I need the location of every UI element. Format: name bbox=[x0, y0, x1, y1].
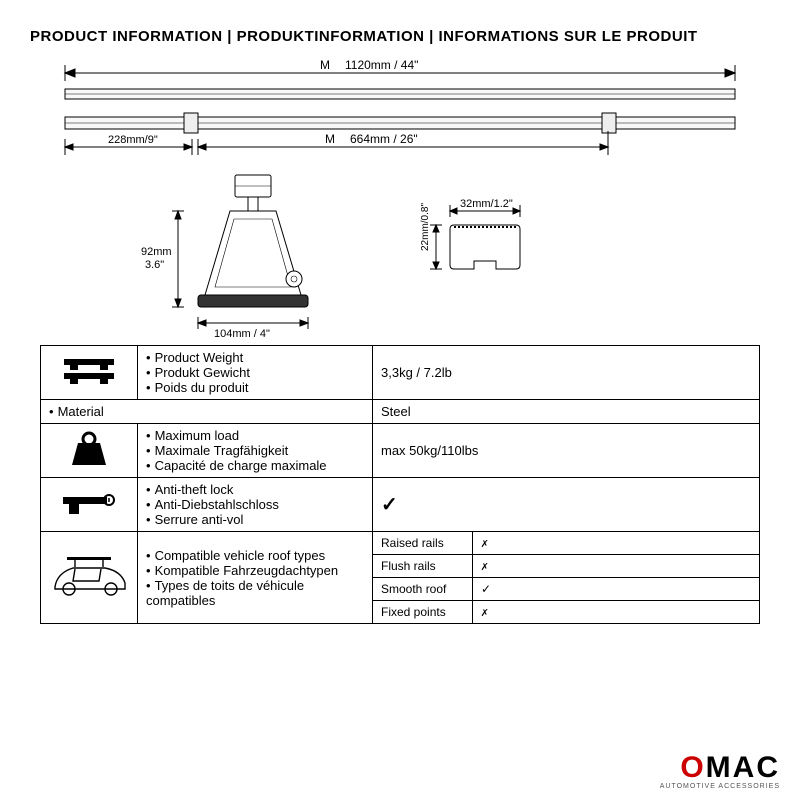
spec-table: Product Weight Produkt Gewicht Poids du … bbox=[40, 345, 760, 624]
compat-opt-1-val: ✗ bbox=[473, 555, 760, 578]
lock-icon bbox=[41, 478, 138, 532]
table-row: Anti-theft lock Anti-Diebstahlschloss Se… bbox=[41, 478, 760, 532]
page-title: PRODUCT INFORMATION | PRODUKTINFORMATION… bbox=[0, 0, 800, 55]
compat-opt-3-val: ✗ bbox=[473, 601, 760, 624]
dim-664-letter: M bbox=[325, 132, 335, 146]
dim-top-letter: M bbox=[320, 58, 330, 72]
dim-22: 22mm/0.8" bbox=[420, 203, 431, 251]
table-row: Maximum load Maximale Tragfähigkeit Capa… bbox=[41, 424, 760, 478]
maxload-labels: Maximum load Maximale Tragfähigkeit Capa… bbox=[138, 424, 373, 478]
dim-92mm: 92mm bbox=[141, 246, 172, 258]
material-value: Steel bbox=[373, 400, 760, 424]
compat-labels: Compatible vehicle roof types Kompatible… bbox=[138, 532, 373, 624]
car-icon bbox=[41, 532, 138, 624]
bars-icon bbox=[41, 346, 138, 400]
dim-664-label: 664mm / 26" bbox=[350, 132, 418, 146]
table-row: Product Weight Produkt Gewicht Poids du … bbox=[41, 346, 760, 400]
table-row: Compatible vehicle roof types Kompatible… bbox=[41, 532, 760, 555]
dim-92in: 3.6" bbox=[145, 259, 164, 271]
compat-opt-3-name: Fixed points bbox=[373, 601, 473, 624]
compat-opt-0-val: ✗ bbox=[473, 532, 760, 555]
brand-logo: OMAC AUTOMOTIVE ACCESSORIES bbox=[660, 751, 780, 790]
table-row: Material Steel bbox=[41, 400, 760, 424]
dim-228-label: 228mm/9" bbox=[108, 134, 158, 146]
lock-labels: Anti-theft lock Anti-Diebstahlschloss Se… bbox=[138, 478, 373, 532]
weight-labels: Product Weight Produkt Gewicht Poids du … bbox=[138, 346, 373, 400]
compat-opt-2-name: Smooth roof bbox=[373, 578, 473, 601]
weight-value: 3,3kg / 7.2lb bbox=[373, 346, 760, 400]
material-label: Material bbox=[41, 400, 373, 424]
dim-104: 104mm / 4" bbox=[214, 328, 270, 340]
weight-icon bbox=[41, 424, 138, 478]
dim-top-label: 1120mm / 44" bbox=[345, 58, 418, 72]
compat-opt-0-name: Raised rails bbox=[373, 532, 473, 555]
compat-opt-2-val: ✓ bbox=[473, 578, 760, 601]
lock-value: ✓ bbox=[373, 478, 760, 532]
dimension-diagram: M 1120mm / 44" 228mm/9" M 664mm / 26" 92… bbox=[0, 55, 800, 345]
dim-32: 32mm/1.2" bbox=[460, 198, 513, 210]
compat-opt-1-name: Flush rails bbox=[373, 555, 473, 578]
maxload-value: max 50kg/110lbs bbox=[373, 424, 760, 478]
